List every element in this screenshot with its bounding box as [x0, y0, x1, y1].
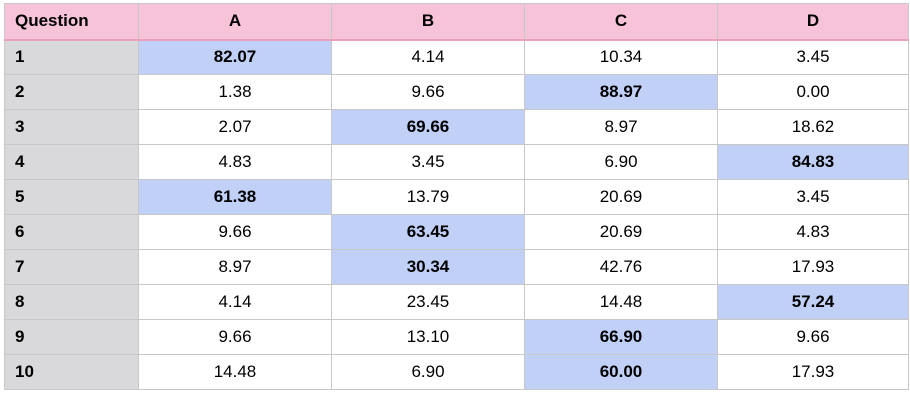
cell-option-c: 60.00 — [524, 354, 718, 390]
question-number: 3 — [4, 109, 139, 145]
cell-option-a: 82.07 — [138, 39, 332, 75]
question-number: 8 — [4, 284, 139, 320]
question-number: 7 — [4, 249, 139, 285]
cell-option-c: 10.34 — [524, 39, 718, 75]
cell-option-a: 4.14 — [138, 284, 332, 320]
table-row: 1 82.07 4.14 10.34 3.45 — [4, 39, 909, 75]
cell-option-b: 69.66 — [331, 109, 525, 145]
cell-option-a: 61.38 — [138, 179, 332, 215]
cell-option-a: 2.07 — [138, 109, 332, 145]
question-number: 10 — [4, 354, 139, 390]
table-row: 2 1.38 9.66 88.97 0.00 — [4, 74, 909, 110]
cell-option-a: 8.97 — [138, 249, 332, 285]
cell-option-d: 18.62 — [717, 109, 909, 145]
question-number: 5 — [4, 179, 139, 215]
cell-option-a: 4.83 — [138, 144, 332, 180]
table-row: 3 2.07 69.66 8.97 18.62 — [4, 109, 909, 145]
cell-option-d: 84.83 — [717, 144, 909, 180]
header-option-c: C — [524, 3, 718, 40]
table-row: 5 61.38 13.79 20.69 3.45 — [4, 179, 909, 215]
cell-option-c: 20.69 — [524, 214, 718, 250]
cell-option-a: 14.48 — [138, 354, 332, 390]
cell-option-b: 13.79 — [331, 179, 525, 215]
cell-option-b: 30.34 — [331, 249, 525, 285]
table-row: 4 4.83 3.45 6.90 84.83 — [4, 144, 909, 180]
cell-option-c: 8.97 — [524, 109, 718, 145]
table-row: 9 9.66 13.10 66.90 9.66 — [4, 319, 909, 355]
cell-option-d: 3.45 — [717, 179, 909, 215]
cell-option-d: 4.83 — [717, 214, 909, 250]
header-option-b: B — [331, 3, 525, 40]
cell-option-c: 42.76 — [524, 249, 718, 285]
header-option-a: A — [138, 3, 332, 40]
table-row: 10 14.48 6.90 60.00 17.93 — [4, 354, 909, 390]
cell-option-c: 88.97 — [524, 74, 718, 110]
table-row: 7 8.97 30.34 42.76 17.93 — [4, 249, 909, 285]
answer-distribution-table: Question A B C D 1 82.07 4.14 10.34 3.45… — [4, 3, 909, 390]
cell-option-c: 6.90 — [524, 144, 718, 180]
cell-option-d: 3.45 — [717, 39, 909, 75]
cell-option-d: 0.00 — [717, 74, 909, 110]
cell-option-d: 9.66 — [717, 319, 909, 355]
question-number: 2 — [4, 74, 139, 110]
cell-option-b: 3.45 — [331, 144, 525, 180]
cell-option-d: 17.93 — [717, 354, 909, 390]
question-number: 6 — [4, 214, 139, 250]
cell-option-b: 6.90 — [331, 354, 525, 390]
question-number: 1 — [4, 39, 139, 75]
cell-option-a: 9.66 — [138, 214, 332, 250]
question-number: 4 — [4, 144, 139, 180]
table-row: 8 4.14 23.45 14.48 57.24 — [4, 284, 909, 320]
cell-option-b: 63.45 — [331, 214, 525, 250]
cell-option-a: 1.38 — [138, 74, 332, 110]
header-question: Question — [4, 3, 139, 40]
cell-option-b: 23.45 — [331, 284, 525, 320]
cell-option-a: 9.66 — [138, 319, 332, 355]
cell-option-d: 17.93 — [717, 249, 909, 285]
header-row: Question A B C D — [4, 3, 909, 40]
header-option-d: D — [717, 3, 909, 40]
cell-option-c: 20.69 — [524, 179, 718, 215]
cell-option-d: 57.24 — [717, 284, 909, 320]
table-row: 6 9.66 63.45 20.69 4.83 — [4, 214, 909, 250]
question-number: 9 — [4, 319, 139, 355]
cell-option-b: 4.14 — [331, 39, 525, 75]
cell-option-b: 9.66 — [331, 74, 525, 110]
cell-option-c: 66.90 — [524, 319, 718, 355]
cell-option-b: 13.10 — [331, 319, 525, 355]
cell-option-c: 14.48 — [524, 284, 718, 320]
